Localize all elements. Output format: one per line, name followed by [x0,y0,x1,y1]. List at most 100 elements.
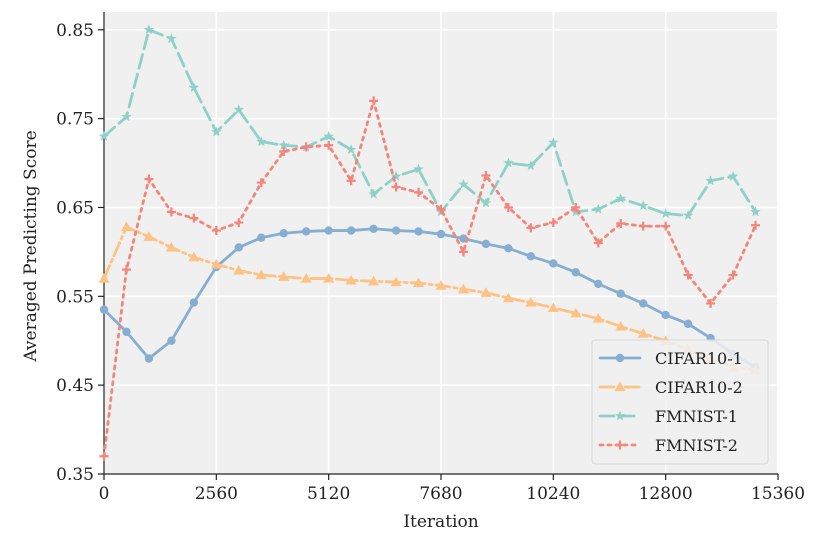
data-point [234,218,244,228]
data-point [278,271,290,281]
data-point [279,229,288,238]
data-point [706,298,716,308]
data-point [436,204,446,214]
data-point [661,310,670,320]
series-layer [98,24,762,461]
data-point [728,270,738,280]
y-tick-label: 0.45 [56,376,94,396]
legend-marker [615,353,625,363]
data-point [346,226,356,235]
y-tick-label: 0.55 [56,287,94,307]
data-point [457,283,469,294]
data-point [593,238,603,248]
data-point [639,299,648,308]
data-point [98,130,110,141]
data-point [549,259,558,268]
data-point [301,142,311,152]
y-tick-label: 0.75 [56,110,94,130]
data-point [503,157,514,168]
data-point [121,265,131,275]
data-point [324,226,333,235]
data-point [234,243,243,252]
data-point [616,289,625,298]
data-point [233,104,245,115]
legend-box [591,339,769,465]
x-tick-label: 0 [99,484,110,504]
data-point [480,197,492,208]
series-fmnist-1 [98,24,761,220]
data-point [571,202,581,212]
data-point [189,298,199,307]
data-point [302,227,311,236]
series-fmnist-2 [99,96,761,461]
data-point [436,229,446,239]
data-point [751,220,761,230]
y-axis-label: Averaged Predicting Score [21,130,41,362]
data-point [435,280,447,290]
data-point [323,273,335,283]
data-point [144,174,154,184]
legend-marker [614,410,626,421]
data-point [504,244,513,253]
data-point [481,170,491,180]
data-point [682,209,694,220]
data-point [143,231,155,241]
data-point [750,206,761,217]
data-point [368,275,380,286]
data-point [414,227,423,236]
data-point [345,274,357,285]
series-line [102,227,757,369]
data-point [144,354,154,363]
data-point [167,336,176,345]
x-tick-label: 2560 [195,484,238,504]
x-tick-label: 10240 [526,484,580,504]
data-point [480,287,492,297]
legend-marker [614,381,626,392]
data-point [369,96,379,106]
data-point [548,218,558,228]
data-point [279,146,289,156]
data-point [211,126,222,137]
data-point [413,277,425,288]
data-point [413,163,424,174]
data-point [525,297,537,307]
data-point [188,251,200,262]
legend-label: CIFAR10-2 [655,378,743,397]
series-line [102,28,757,217]
grid-lines [103,12,779,475]
y-tick-label: 0.65 [56,198,94,218]
data-point [502,292,514,303]
data-point [391,182,401,192]
x-tick-label: 7680 [419,484,462,504]
data-point [705,175,716,186]
data-point [616,218,626,228]
x-tick-label: 12800 [639,484,693,504]
data-point [458,178,469,189]
data-point [481,239,491,249]
data-point [661,221,671,231]
data-point [121,111,132,122]
legend-label: FMNIST-2 [655,436,738,455]
x-tick-label: 5120 [307,484,350,504]
data-point [390,170,402,181]
data-point [256,136,267,147]
data-point [233,265,245,275]
x-tick-label: 15360 [751,484,805,504]
data-point [346,176,356,186]
data-point [390,276,402,287]
data-point [594,279,603,289]
data-point [369,224,378,233]
data-point [324,140,334,150]
data-point [300,273,312,283]
data-point [548,137,559,148]
y-tick-label: 0.85 [56,21,94,41]
data-point [683,270,693,280]
data-point [727,170,739,181]
data-point [503,202,513,212]
data-point [615,321,627,331]
series-cifar10-1 [99,224,760,372]
y-tick-label: 0.35 [56,465,94,485]
data-point [166,207,176,217]
data-point [98,273,110,283]
